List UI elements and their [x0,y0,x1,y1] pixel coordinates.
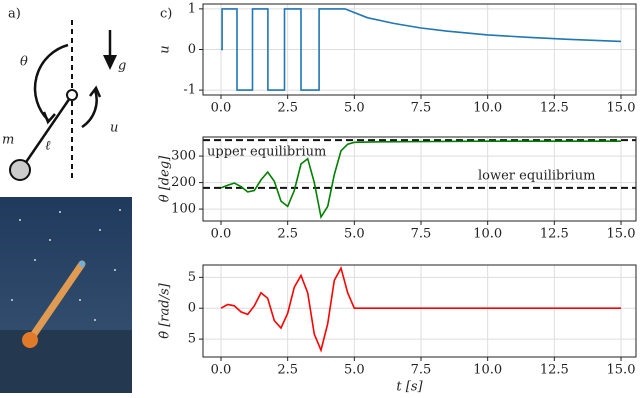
plot-frame [202,3,637,96]
x-tick-label: 5.0 [344,227,365,242]
y-tick-label: 5 [188,270,196,285]
y-tick-label: -1 [183,83,196,98]
x-tick-label: 10.0 [473,363,502,378]
x-tick-label: 12.5 [540,363,569,378]
x-tick-label: 7.5 [411,101,432,116]
data-line [221,8,622,91]
x-tick-label: 12.5 [540,227,569,242]
x-tick-label: 7.5 [411,227,432,242]
render-image [0,197,132,393]
y-tick-label: 1 [188,1,196,16]
y-axis-label: u [158,45,173,53]
x-tick-label: 2.5 [277,101,298,116]
x-axis-label: t [s] [396,380,423,395]
y-tick-label: 100 [171,202,196,217]
x-tick-label: 10.0 [473,101,502,116]
reference-label: lower equilibrium [478,168,595,183]
reference-label: upper equilibrium [207,145,326,160]
x-tick-label: 15.0 [607,227,636,242]
y-axis-label: θ [deg] [158,155,173,202]
x-tick-label: 0.0 [211,363,232,378]
data-line [220,265,621,353]
y-tick-label: 0 [188,42,196,57]
diagram-label: u [110,121,118,136]
diagram-label: θ [20,55,28,70]
panel-label: a) [8,7,21,22]
plot-frame [202,264,637,358]
x-tick-label: 10.0 [473,227,502,242]
x-tick-label: 15.0 [607,101,636,116]
x-tick-label: 2.5 [277,227,298,242]
data-line [220,140,621,220]
diagram-label: ℓ [45,139,51,154]
x-tick-label: 5.0 [344,101,365,116]
y-tick-label: 5 [188,332,196,347]
y-tick-label: 200 [171,175,196,190]
x-tick-label: 5.0 [344,363,365,378]
x-tick-label: 0.0 [211,227,232,242]
y-tick-label: 300 [171,149,196,164]
plot-frame [202,136,637,222]
x-tick-label: 0.0 [211,101,232,116]
diagram-label: g [118,59,126,74]
pendulum-diagram: θ g u m ℓ [2,20,126,181]
x-tick-label: 2.5 [277,363,298,378]
y-tick-label: 0 [188,301,196,316]
panel-label: c) [160,7,172,22]
x-tick-label: 15.0 [607,363,636,378]
x-tick-label: 12.5 [540,101,569,116]
x-tick-label: 7.5 [411,363,432,378]
y-axis-label: θ̇ [rad/s] [158,282,173,338]
diagram-label: m [2,133,14,148]
